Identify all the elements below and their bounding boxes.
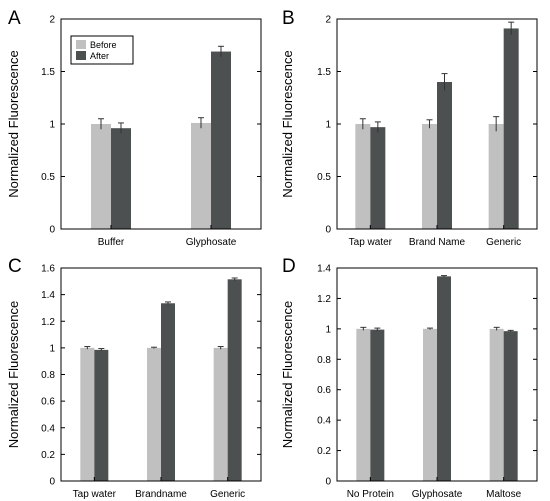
x-tick-label: Maltose [486,489,521,500]
panel-c: C Normalized Fluorescence 0 0.2 0.4 0.6 0.8 1 1.… [6,256,262,500]
x-tick-label: Generic [210,489,245,500]
y-tick-label: 0.2 [317,446,331,457]
x-tick-label: Brandname [135,489,187,500]
plot-frame [336,267,538,482]
legend-swatch-after [76,51,86,60]
y-tick-label: 0 [49,477,55,488]
y-tick-label: 0.4 [317,416,331,427]
bar-after [94,349,109,481]
legend-swatch-before [76,40,86,49]
bar-before [488,124,504,229]
y-tick-label: 0 [325,225,331,236]
bar-before [91,124,111,229]
panel-letter: A [8,8,21,29]
y-tick-label: 1.5 [41,67,55,78]
y-tick-label: 1.2 [41,317,55,328]
bar-before [355,124,371,229]
panel-letter: B [282,8,295,29]
y-axis-title: Normalized Fluorescence [6,301,21,448]
y-tick-label: 1.4 [317,264,331,275]
bar-before [422,124,437,229]
y-tick-label: 0.8 [41,370,55,381]
bar-before [423,328,437,481]
bar-before [213,347,228,481]
bar-before [489,328,504,481]
bar-after [211,51,231,229]
bar-after [437,276,451,481]
bar-after [227,279,242,481]
y-tick-label: 1 [325,324,331,335]
x-tick-label: Glyphosate [412,489,463,500]
x-tick-label: Glyphosate [186,237,237,248]
y-tick-label: 0.8 [317,355,331,366]
bar-before [356,328,371,481]
y-tick-label: 2 [325,15,331,26]
y-axis-title: Normalized Fluorescence [280,301,295,448]
bar-after [437,82,452,229]
plot-frame [60,18,262,230]
y-tick-label: 1.6 [41,264,55,275]
bar-after [370,127,386,229]
panel-letter: C [8,256,22,277]
y-tick-label: 1 [325,120,331,131]
panel-d: D Normalized Fluorescence 0 0.2 0.4 0.6 0.8 1 1.… [280,256,538,500]
y-tick-label: 0 [325,477,331,488]
y-tick-label: 1 [49,120,55,131]
y-tick-label: 0.2 [41,450,55,461]
bar-before [147,347,161,481]
y-tick-label: 0.5 [41,172,55,183]
y-axis-title: Normalized Fluorescence [6,50,21,197]
x-tick-label: Tap water [73,489,117,500]
bar-after [503,28,519,230]
y-tick-label: 1.5 [317,67,331,78]
panel-letter: D [282,256,296,277]
bar-after [111,128,131,229]
y-tick-label: 0 [49,225,55,236]
y-axis-title: Normalized Fluorescence [280,50,295,197]
bar-before [191,122,211,229]
y-tick-label: 0.4 [41,423,55,434]
y-tick-label: 2 [49,15,55,26]
y-tick-label: 0.5 [317,172,331,183]
y-tick-label: 1.4 [41,290,55,301]
y-tick-label: 1.2 [317,294,331,305]
legend-label: Before [90,40,117,50]
bar-after [161,303,175,481]
y-tick-label: 1 [49,343,55,354]
panel-b: B Normalized Fluorescence 0 0.5 1 1.5 2 Tap wat… [280,8,538,248]
bar-after [370,329,385,481]
x-tick-label: Buffer [98,237,125,248]
x-tick-label: Generic [486,237,521,248]
x-tick-label: No Protein [347,489,394,500]
plot-frame [60,267,262,482]
y-tick-label: 0.6 [317,385,331,396]
x-tick-label: Brand Name [409,237,466,248]
panel-a: A Normalized Fluorescence 0 0.5 1 1.5 2 Buffer G… [6,8,262,248]
bar-after [503,331,518,481]
y-tick-label: 0.6 [41,397,55,408]
bar-before [80,347,95,481]
plot-frame [336,18,538,230]
legend-label: After [90,51,109,61]
x-tick-label: Tap water [349,237,393,248]
